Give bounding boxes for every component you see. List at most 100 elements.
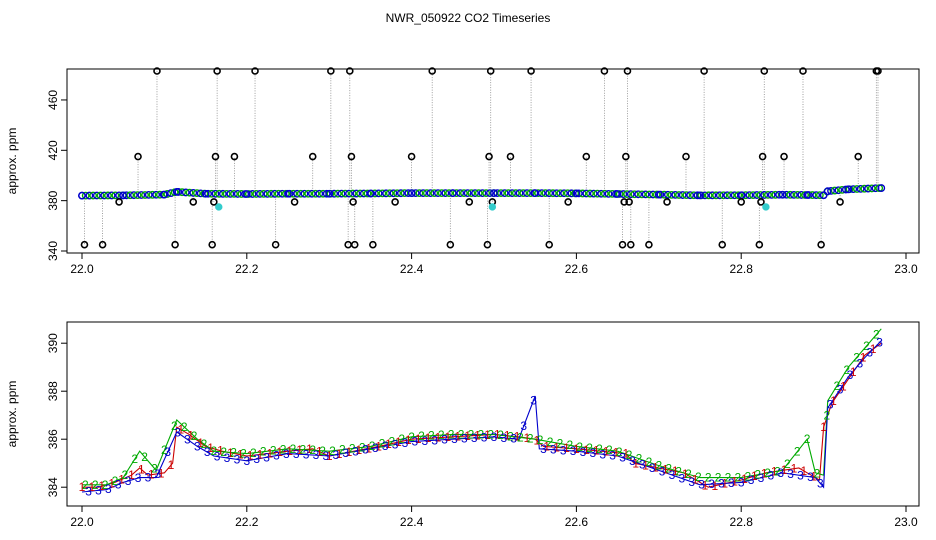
flag-3-marker: 3 (125, 474, 132, 488)
data-point (567, 189, 576, 198)
outlier-point (485, 152, 493, 161)
data-point (341, 189, 350, 198)
flag-3-marker: 3 (402, 436, 409, 450)
flag-1-marker: 1 (276, 445, 283, 459)
flag-2-marker: 2 (191, 429, 198, 443)
flag-3-marker: 3 (135, 471, 142, 485)
flag-3-marker: 3 (85, 484, 92, 498)
data-point (204, 189, 212, 198)
flag-1-marker: 1 (98, 479, 105, 493)
outlier-point (757, 198, 765, 206)
flag-2-marker: 2 (230, 446, 237, 460)
outlier-point (345, 67, 354, 75)
flag-3-marker: 3 (253, 452, 260, 466)
flag-2-marker: 2 (309, 443, 316, 457)
data-point (727, 191, 735, 200)
flag-1-marker: 1 (781, 463, 788, 477)
flag-1-marker: 1 (148, 468, 155, 482)
data-point (426, 189, 435, 197)
data-point (478, 189, 487, 197)
data-point (371, 189, 379, 198)
data-point (545, 189, 554, 198)
flag-2-marker: 2 (487, 427, 494, 441)
bottom-y-tick-label: 386 (46, 429, 60, 449)
outlier-point (760, 67, 769, 75)
figure-title: NWR_050922 CO2 Timeseries (386, 11, 551, 25)
data-point (437, 189, 446, 197)
data-point (96, 191, 105, 200)
flag-1-marker: 1 (454, 430, 461, 444)
data-point (723, 191, 732, 200)
flag-1-marker: 1 (267, 446, 274, 460)
bottom-y-tick-label: 384 (46, 477, 60, 497)
flag-3-marker: 3 (787, 467, 794, 481)
flag-2-marker: 2 (171, 419, 178, 433)
flag-3-marker: 3 (590, 446, 597, 460)
flag-3-marker: 3 (263, 450, 270, 464)
series-point (696, 191, 704, 200)
outlier-point (98, 240, 107, 249)
flag-1-marker: 1 (820, 420, 827, 434)
data-point (430, 189, 439, 197)
data-point (793, 190, 802, 199)
flag-1-marker: 1 (494, 428, 501, 442)
top-x-tick-label: 22.8 (730, 262, 754, 276)
data-point (597, 189, 606, 198)
data-point (363, 189, 372, 198)
flag-3-marker: 3 (224, 451, 231, 465)
outlier-point (700, 67, 708, 75)
flag-2-marker: 2 (240, 446, 247, 460)
flag-1-marker: 1 (543, 440, 550, 454)
bottom-y-axis-label: approx. ppm (5, 381, 19, 448)
outlier-point (527, 67, 535, 75)
data-point (107, 191, 116, 200)
flag-2-marker: 2 (468, 427, 475, 441)
flag-1-marker: 1 (316, 445, 323, 459)
bottom-x-tick-label: 22.4 (400, 515, 424, 529)
outlier-point (428, 67, 437, 75)
outlier-point (582, 152, 591, 161)
data-point (441, 189, 450, 197)
data-point (593, 189, 602, 198)
flag-2-marker: 2 (596, 442, 603, 456)
outlier-point (251, 67, 259, 75)
flag-3-marker: 3 (797, 468, 804, 482)
data-point (474, 189, 483, 197)
flag-2-marker: 2 (784, 457, 791, 471)
flag-3-marker: 3 (866, 346, 873, 360)
flag-3-marker: 3 (204, 445, 211, 459)
top-plot-frame (66, 68, 920, 254)
flag-3-marker: 3 (688, 475, 695, 489)
outlier-point (817, 240, 825, 249)
top-x-tick-label: 22.2 (235, 262, 259, 276)
flag-2-marker: 2 (566, 438, 573, 452)
data-point (552, 189, 561, 198)
data-point (526, 189, 535, 197)
data-point (289, 189, 298, 198)
data-point (790, 190, 798, 199)
flag-1-marker: 1 (751, 469, 758, 483)
data-point (445, 189, 453, 197)
flag-3-marker: 3 (283, 447, 290, 461)
data-point (181, 188, 190, 197)
flag-3-marker: 3 (362, 443, 369, 457)
flag-2-marker: 2 (458, 427, 465, 441)
data-point (155, 190, 164, 199)
outlier-point (626, 240, 635, 249)
flag-3-marker: 3 (372, 441, 379, 455)
flag-2-marker: 2 (210, 444, 217, 458)
flag-2-marker: 2 (725, 471, 732, 485)
flag-2-marker: 2 (369, 439, 376, 453)
data-point (638, 190, 646, 199)
outlier-point (80, 240, 89, 249)
data-point (389, 189, 398, 198)
data-point (411, 189, 420, 197)
series-point (119, 191, 128, 200)
flag-3-marker: 3 (837, 382, 844, 396)
data-point (233, 190, 242, 198)
data-point (252, 190, 261, 198)
data-point (237, 190, 246, 198)
data-point (760, 191, 769, 199)
data-point (626, 190, 635, 199)
data-point (675, 191, 683, 199)
